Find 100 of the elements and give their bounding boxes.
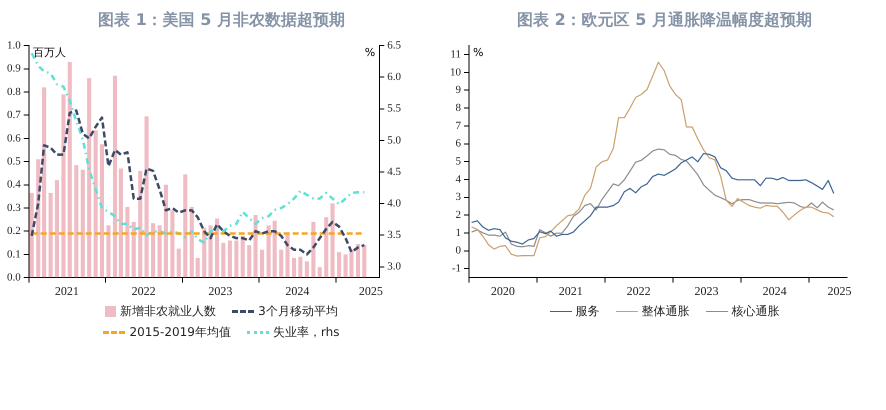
legend-label: 3个月移动平均 [258,303,338,320]
y2-tick-label: 4.5 [387,166,402,178]
bar [170,210,175,278]
y-tick-label: 9 [456,84,462,96]
bar [112,76,118,278]
x-tick-label: 2024 [285,284,310,298]
bar [228,240,232,278]
bar [151,223,156,278]
y-tick-label: 1 [456,226,461,239]
bar [298,256,302,278]
bar [260,250,264,278]
y-tick-label: 8 [456,102,462,114]
bar [74,165,78,278]
bar [94,130,98,278]
y-tick-label: 0.5 [7,155,22,168]
bar [240,236,245,278]
bar [118,168,123,278]
bar [183,174,188,278]
chart-title: 图表 2：欧元区 5 月通胀降温幅度超预期 [516,10,813,31]
y-tick-label: 5 [456,155,462,168]
bar [87,78,92,278]
bar [344,254,348,278]
bar [54,180,60,278]
y2-tick-label: 5.0 [387,134,402,146]
y2-tick-label: 6.0 [387,71,402,84]
y2-tick-label: 5.5 [387,102,402,115]
bar [234,240,238,278]
bar [221,242,226,278]
x-tick-label: 2021 [54,284,79,298]
x-tick-label: 2023 [208,284,232,298]
y-tick-label: 0.6 [7,132,22,144]
y-tick-label: 0 [456,244,462,257]
legend-label: 整体通胀 [642,303,690,320]
bar [304,261,309,278]
y-tick-label: 1.0 [7,39,22,52]
bar [285,234,290,278]
y2-tick-label: 3.0 [387,260,402,273]
bar [266,225,271,278]
chart-title: 图表 1：美国 5 月非农数据超预期 [97,10,346,31]
bar [100,144,104,278]
x-tick-label: 2021 [558,284,583,298]
y2-axis-title: % [364,46,376,59]
y-tick-label: 6 [456,138,462,150]
y-axis-title: % [473,46,484,59]
bar [324,217,328,278]
bar [30,192,34,278]
y-tick-label: 4 [456,173,462,186]
bar [68,62,72,278]
bar [330,203,335,278]
bar [318,267,322,278]
bar [279,250,284,278]
x-tick-label: 2025 [358,284,383,298]
bar [144,116,149,278]
x-tick-label: 2024 [762,284,787,298]
y-axis-title: 百万人 [32,46,66,59]
x-tick-label: 2022 [626,284,651,298]
y-tick-label: 0.3 [7,202,22,214]
y-tick-label: 0.8 [7,86,22,98]
bar [272,220,277,278]
x-tick-label: 2020 [490,284,515,298]
y-tick-label: 0.9 [7,62,22,75]
bar [138,170,142,278]
x-tick-label: 2022 [132,284,156,298]
y-tick-label: 3 [456,191,462,204]
y2-tick-label: 3.5 [387,229,402,242]
y2-tick-label: 6.5 [387,39,402,52]
x-tick-label: 2025 [828,284,852,298]
y-tick-label: 2 [456,209,461,222]
y-tick-label: 11 [450,48,461,60]
bar [106,225,111,278]
legend-label: 失业率，rhs [272,324,340,341]
y-tick-label: -1 [452,262,461,275]
bar [292,258,296,278]
bar [158,225,162,278]
x-tick-label: 2023 [694,284,719,298]
line-series [30,109,366,256]
legend-label: 新增非农就业人数 [120,303,216,320]
y-tick-label: 0.7 [7,109,22,122]
legend-label: 核心通胀 [732,303,780,320]
legend-label: 2015-2019年均值 [129,324,231,341]
bar [132,222,136,278]
y-tick-label: 0.0 [7,271,22,284]
bar [48,192,53,278]
bar [61,94,66,278]
y-tick-label: 7 [456,120,462,132]
bar [247,245,252,278]
bar [362,245,366,278]
bar [176,248,181,278]
bar [125,206,130,278]
bar [337,252,342,278]
bar [349,250,354,278]
y-tick-label: 0.2 [7,225,21,238]
bar [164,184,168,278]
y-tick-label: 10 [450,66,462,78]
legend-label: 服务 [576,303,600,320]
y-tick-label: 0.4 [7,178,22,191]
y-tick-label: 0.1 [7,248,21,260]
bar [80,170,85,278]
y2-tick-label: 4.0 [387,198,402,210]
bar [356,244,360,278]
